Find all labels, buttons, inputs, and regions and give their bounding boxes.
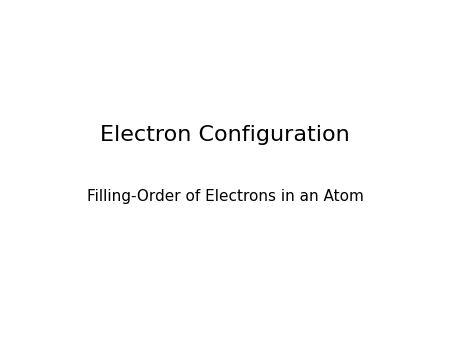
Text: Filling-Order of Electrons in an Atom: Filling-Order of Electrons in an Atom xyxy=(86,189,364,203)
Text: Electron Configuration: Electron Configuration xyxy=(100,125,350,145)
